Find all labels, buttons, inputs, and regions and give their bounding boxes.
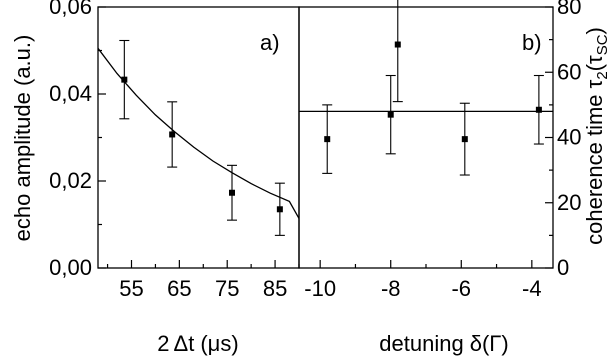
x-tick-label: -8 [381,276,401,301]
data-point [385,74,396,155]
panel-a-fit-curve [97,47,300,219]
point-marker [276,206,283,213]
panel-b-xlabel: detuning δ(Γ) [379,331,508,356]
panel-a-ylabel: echo amplitude (a.u.) [10,35,35,242]
y-tick-label: 0,02 [49,168,92,193]
panel-b-ylabel-part-4: ( [582,63,607,71]
point-marker [387,111,394,118]
panel-b-points [322,0,544,176]
data-point [274,182,285,236]
point-marker [461,136,468,143]
y-tick-label: 0,06 [49,0,92,19]
x-tick-label: 75 [215,276,239,301]
panel-b-xlabel-part-1: detuning [379,331,463,356]
y-tick-label: 80 [557,0,581,19]
panel-a-xlabel-part-3: (μs) [200,331,238,356]
panel-a-tick-labels: 55 65 75 85 0,00 0,02 0,04 0,06 [49,0,287,301]
data-point [392,0,403,103]
data-point [167,101,178,168]
panel-b-letter: b) [522,30,542,55]
x-tick-label: 85 [263,276,287,301]
data-point [119,39,130,120]
panel-a-xlabel-part-2: Δt [174,331,195,356]
panel-b-ylabel-part-7: ) [582,27,607,34]
point-marker [121,76,128,83]
panel-a-xlabel: 2 Δt (μs) [157,331,238,356]
y-tick-label: 0,00 [49,255,92,280]
panel-b-xlabel-part-2: δ [470,331,482,356]
y-tick-label: 40 [557,125,581,150]
data-point [459,102,470,176]
panel-b-ylabel-part-6: SC [594,34,611,55]
data-point [322,104,333,174]
x-tick-label: -4 [522,276,542,301]
y-tick-label: 20 [557,190,581,215]
point-marker [169,131,176,138]
panel-b-ylabel-part-1: coherence time [582,88,607,245]
panel-b-ylabel-part-2: τ [582,79,607,88]
x-tick-label: -6 [451,276,471,301]
x-tick-label: 65 [167,276,191,301]
panel-b: -10 -8 -6 -4 0 20 40 60 80 b) detuning δ(Γ) coher… [298,0,611,356]
panel-b-ylabel: coherence time τ2(τSC) [582,27,611,245]
panel-a-xlabel-part-1: 2 [157,331,169,356]
panel-a-points [119,39,285,236]
panel-b-ticks [319,6,553,269]
point-marker [394,41,401,48]
y-tick-label: 0,04 [49,81,92,106]
point-marker [324,136,331,143]
panel-a-letter: a) [260,30,280,55]
panel-a: 55 65 75 85 0,00 0,02 0,04 0,06 a) echo amplitu… [10,0,300,356]
panel-b-tick-labels: -10 -8 -6 -4 0 20 40 60 80 [304,0,581,301]
panel-b-xlabel-part-3: (Γ) [482,331,509,356]
point-marker [229,189,235,196]
data-point [227,164,237,221]
data-point [533,74,544,145]
panel-b-ylabel-part-3: 2 [594,71,611,79]
x-tick-label: 55 [119,276,143,301]
x-tick-label: -10 [304,276,336,301]
fit-curve [97,47,300,219]
panel-b-ylabel-part-5: τ [582,55,607,64]
y-tick-label: 60 [557,59,581,84]
point-marker [535,106,542,113]
y-tick-label: 0 [557,255,569,280]
panel-b-frame [298,6,554,269]
